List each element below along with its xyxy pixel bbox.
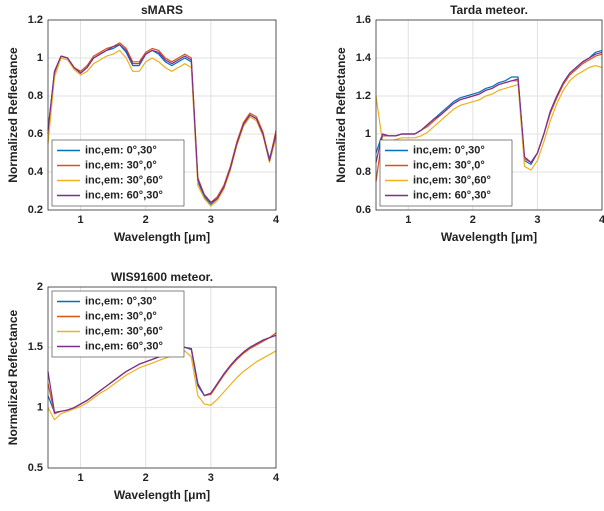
- y-tick-label: 2: [37, 281, 43, 293]
- legend-label: inc,em: 0°,30°: [85, 144, 157, 156]
- y-tick-label: 1.6: [356, 14, 371, 26]
- x-tick-label: 3: [534, 214, 540, 226]
- subplot: 0.5 1 1.5 2 1 2 3 4 WIS91600 meteor. Wavelength […: [6, 270, 280, 502]
- y-tick-label: 1: [365, 128, 371, 140]
- legend-label: inc,em: 60°,30°: [413, 189, 491, 201]
- legend-label: inc,em: 0°,30°: [85, 295, 157, 307]
- chart-title: WIS91600 meteor.: [111, 270, 213, 284]
- legend-label: inc,em: 30°,0°: [413, 159, 485, 171]
- legend-label: inc,em: 60°,30°: [85, 189, 163, 201]
- x-tick-label: 1: [78, 472, 84, 484]
- legend: inc,em: 0°,30° inc,em: 30°,0° inc,em: 30°,…: [379, 139, 513, 207]
- y-tick-label: 1.5: [28, 341, 43, 353]
- axes-box: [47, 286, 277, 469]
- chart-title: sMARS: [141, 3, 183, 17]
- series-line: [47, 44, 277, 203]
- legend-label: inc,em: 30°,60°: [413, 174, 491, 186]
- x-tick-label: 2: [470, 214, 476, 226]
- y-axis-label: Normalized Reflectance: [334, 47, 348, 183]
- x-tick-label: 2: [143, 214, 149, 226]
- x-tick-label: 4: [273, 472, 280, 484]
- series-line: [375, 51, 603, 164]
- x-tick-label: 3: [208, 214, 214, 226]
- series-line: [47, 42, 277, 203]
- series-line: [47, 350, 277, 421]
- y-tick-label: 0.6: [356, 204, 371, 216]
- x-tick-label: 4: [599, 214, 604, 226]
- series-line: [375, 65, 603, 171]
- y-tick-label: 0.6: [28, 128, 43, 140]
- y-tick-label: 1.4: [356, 52, 372, 64]
- y-axis-label: Normalized Reflectance: [6, 309, 20, 445]
- legend-label: inc,em: 60°,30°: [85, 340, 163, 352]
- x-tick-label: 3: [208, 472, 214, 484]
- x-tick-label: 1: [78, 214, 84, 226]
- x-axis-label: Wavelength [μm]: [114, 230, 210, 244]
- axes-box: [375, 19, 603, 211]
- legend-label: inc,em: 30°,60°: [85, 325, 163, 337]
- series-line: [47, 49, 277, 207]
- legend: inc,em: 0°,30° inc,em: 30°,0° inc,em: 30°,…: [51, 139, 185, 207]
- subplot: 0.6 0.8 1 1.2 1.4 1.6 1 2 3 4 Tarda meteor. Wavelen…: [334, 3, 604, 244]
- subplot: 0.2 0.4 0.6 0.8 1 1.2 1 2 3 4 sMARS Wavelength [μm]…: [6, 3, 280, 244]
- x-tick-label: 1: [405, 214, 411, 226]
- legend-label: inc,em: 30°,0°: [85, 310, 157, 322]
- y-axis-label: Normalized Reflectance: [6, 47, 20, 183]
- x-tick-label: 4: [273, 214, 280, 226]
- legend-label: inc,em: 30°,60°: [85, 174, 163, 186]
- y-tick-label: 0.5: [28, 462, 43, 474]
- legend-label: inc,em: 0°,30°: [413, 144, 485, 156]
- legend: inc,em: 0°,30° inc,em: 30°,0° inc,em: 30°,…: [51, 290, 185, 358]
- y-tick-label: 1.2: [28, 14, 43, 26]
- y-tick-label: 0.4: [28, 166, 44, 178]
- legend-label: inc,em: 30°,0°: [85, 159, 157, 171]
- y-tick-label: 0.8: [28, 90, 43, 102]
- y-tick-label: 0.2: [28, 204, 43, 216]
- x-axis-label: Wavelength [μm]: [114, 488, 210, 502]
- chart-title: Tarda meteor.: [450, 3, 528, 17]
- y-tick-label: 1: [37, 52, 43, 64]
- x-axis-label: Wavelength [μm]: [441, 230, 537, 244]
- x-tick-label: 2: [143, 472, 149, 484]
- axes-box: [47, 19, 277, 211]
- y-tick-label: 0.8: [356, 166, 371, 178]
- y-tick-label: 1: [37, 402, 43, 414]
- y-tick-label: 1.2: [356, 90, 371, 102]
